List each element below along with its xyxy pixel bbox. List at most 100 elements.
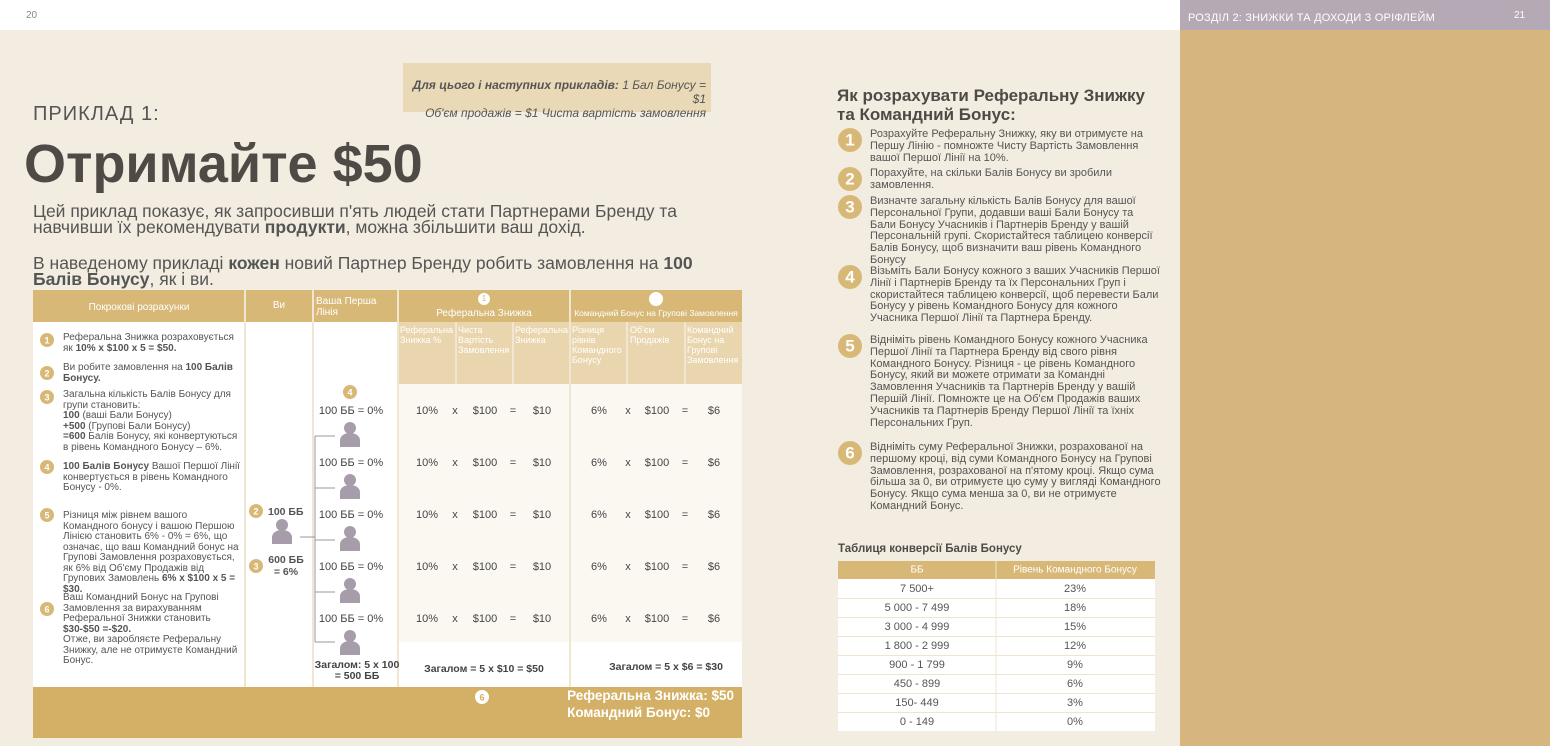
table-header-cell: Командний Бонус на Групові Замовлення — [687, 325, 739, 365]
row-cell: = — [682, 561, 688, 573]
text-segment: 100 Балів Бонусу. — [63, 362, 233, 384]
row-cell: $100 — [473, 457, 497, 469]
section-bar — [1180, 0, 1550, 30]
text-segment: (Групові Бали Бонусу) — [85, 420, 191, 432]
person-icon — [344, 422, 356, 434]
conversion-cell: 7 500+ — [900, 583, 934, 595]
first-line-value: 100 ББ = 0% — [319, 457, 384, 469]
number-label: 5 — [845, 336, 854, 355]
step-text: Загальна кількість Балів Бонусу для груп… — [63, 389, 245, 453]
number-label: 4 — [44, 462, 49, 472]
conversion-cell: 450 - 899 — [894, 678, 940, 690]
text-segment: 10% x $100 x 5 = $50. — [75, 342, 177, 354]
number-label: 1 — [845, 130, 854, 149]
number-label: 3 — [44, 392, 49, 402]
step-text: Ваш Командний Бонус на Групові Замовленн… — [63, 592, 245, 667]
first-line-value: 100 ББ = 0% — [319, 613, 384, 625]
number-label: 6 — [44, 604, 49, 614]
row-cell: $6 — [708, 613, 720, 625]
number-badge — [838, 334, 862, 358]
number-label: 2 — [44, 368, 49, 378]
number-label: 3 — [253, 561, 258, 571]
guide-step: Відніміть суму Реферальної Знижки, розра… — [870, 441, 1161, 512]
conversion-cell: 12% — [1064, 640, 1086, 652]
number-label: 6 — [845, 443, 854, 462]
row-cell: $100 — [473, 509, 497, 521]
text-segment: Об'єм продажів = $1 Чиста вартість замов… — [425, 106, 706, 120]
text-segment: 6% x $100 x 5 = $30. — [63, 573, 236, 595]
conversion-cell: 0 - 149 — [900, 716, 934, 728]
text-segment: Реферальна Знижка розраховується як — [63, 332, 234, 354]
top-strip — [0, 0, 1180, 30]
page-number: 20 — [26, 10, 38, 21]
conversion-cell: 0% — [1067, 716, 1083, 728]
result-number: 6 — [479, 692, 484, 702]
row-cell: x — [452, 561, 458, 573]
step-line: Отже, ви заробляєте Реферальну Знижку, а… — [63, 634, 245, 667]
row-cell: x — [452, 613, 458, 625]
person-icon — [276, 519, 288, 531]
total: Загалом = 5 x $10 = $50 — [424, 663, 544, 675]
step-line: Загальна кількість Балів Бонусу для груп… — [63, 389, 245, 411]
row-cell: = — [510, 561, 516, 573]
number-badge — [838, 195, 862, 219]
row-cell: x — [452, 405, 458, 417]
person-icon — [340, 485, 360, 499]
row-cell: 6% — [591, 561, 607, 573]
paragraph: В наведеному прикладі кожен новий Партне… — [33, 254, 733, 288]
text-segment: Ви робите замовлення на — [63, 362, 186, 373]
step-line: +500 (Групові Бали Бонусу) — [63, 420, 245, 433]
text-segment: 1 Бал Бонусу = $1 — [618, 78, 706, 106]
first-line-value: 100 ББ = 0% — [319, 405, 384, 417]
note-line: Для цього і наступних прикладів: 1 Бал Б… — [410, 78, 706, 106]
row-cell: = — [682, 457, 688, 469]
row-cell: x — [625, 509, 631, 521]
step-line: Ви робите замовлення на 100 Балів Бонусу… — [63, 362, 245, 384]
total: Загалом: 5 x 100 = 500 ББ — [314, 659, 400, 682]
row-cell: $100 — [645, 561, 669, 573]
text-segment: Отже, ви заробляєте Реферальну Знижку, а… — [63, 634, 238, 666]
row-cell: = — [510, 457, 516, 469]
person-icon — [340, 537, 360, 551]
number-badge — [838, 128, 862, 152]
row-cell: = — [682, 405, 688, 417]
step-line: =600 Балів Бонусу, які конвертуються в р… — [63, 431, 245, 453]
number-badge — [343, 385, 357, 399]
number-badge — [40, 333, 54, 347]
row-cell: = — [682, 509, 688, 521]
person-icon — [340, 641, 360, 655]
row-cell: 6% — [591, 613, 607, 625]
row-cell: $10 — [533, 613, 551, 625]
person-icon — [344, 578, 356, 590]
step-text: Різниця між рівнем вашого Командного бон… — [63, 510, 245, 595]
you-points: 100 ББ — [268, 506, 304, 518]
number-label: 4 — [845, 267, 855, 286]
table-header-cell: Різниця рівнів Командного Бонусу — [572, 325, 622, 365]
row-cell: 10% — [416, 509, 438, 521]
table-header-cell: Ваша Перша Лінія — [316, 296, 377, 318]
number-badge — [249, 559, 263, 573]
side-panel — [1180, 30, 1550, 746]
header-circle — [649, 292, 663, 306]
row-cell: $6 — [708, 457, 720, 469]
row-cell: x — [625, 405, 631, 417]
number-label: 2 — [845, 169, 854, 188]
person-icon — [272, 530, 292, 544]
row-cell: 6% — [591, 509, 607, 521]
row-cell: $10 — [533, 561, 551, 573]
text-segment: Загальна кількість Балів Бонусу для груп… — [63, 389, 231, 411]
table-header-cell: Покрокові розрахунки — [88, 302, 190, 313]
row-cell: $6 — [708, 509, 720, 521]
text-segment: Балів Бонусу, які конвертуються в рівень… — [63, 431, 238, 453]
step-line: 100 (ваші Бали Бонусу) — [63, 410, 245, 422]
row-cell: x — [625, 561, 631, 573]
table-header-cell: Реферальна Знижка % — [400, 325, 453, 345]
step-line: 100 Балів Бонусу Вашої Першої Лінії конв… — [63, 461, 245, 494]
result-circle — [475, 690, 489, 704]
section-title: РОЗДІЛ 2: ЗНИЖКИ ТА ДОХОДИ З ОРІФЛЕЙМ — [1188, 12, 1435, 24]
conversion-cell: 5 000 - 7 499 — [885, 602, 950, 614]
conversion-header: ББ — [910, 565, 924, 576]
note-line: Об'єм продажів = $1 Чиста вартість замов… — [410, 106, 706, 120]
table-dividers — [244, 290, 686, 687]
step-line: Різниця між рівнем вашого Командного бон… — [63, 510, 245, 595]
